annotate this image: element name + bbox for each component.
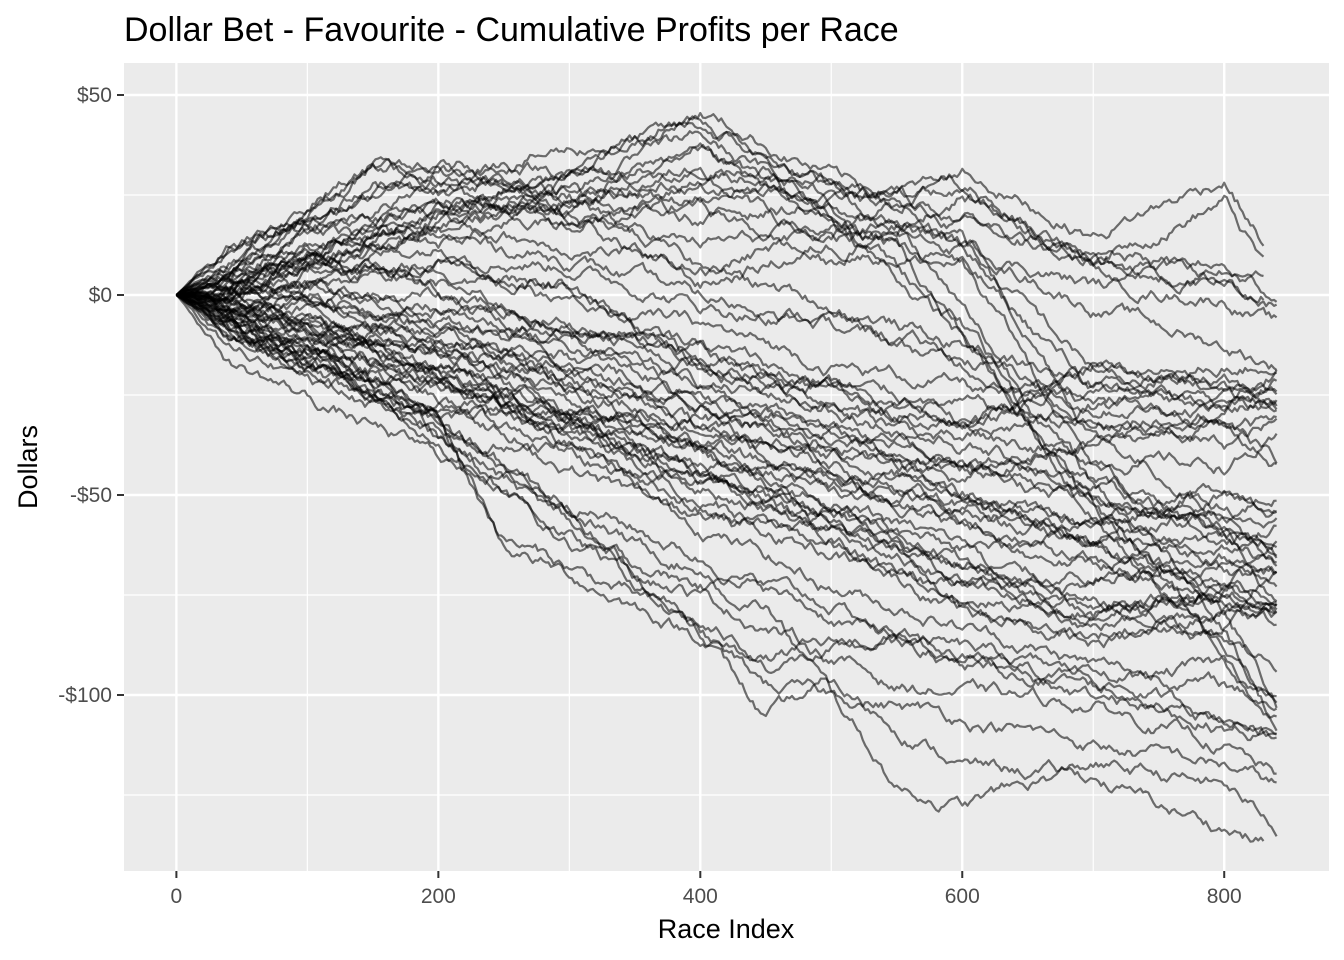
- series-line: [176, 286, 1278, 567]
- series-line: [175, 175, 1278, 303]
- series-line: [176, 229, 1278, 405]
- x-tick-label: 600: [945, 885, 980, 908]
- series-line: [176, 293, 1265, 843]
- series-line: [175, 167, 1278, 308]
- series-line: [175, 294, 1278, 613]
- series-line: [176, 293, 1278, 559]
- series-line: [176, 275, 1277, 527]
- series-line: [175, 121, 1278, 557]
- x-axis-title: Race Index: [658, 914, 795, 944]
- series-line: [176, 292, 1278, 626]
- series-line: [176, 278, 1278, 430]
- y-tick-label: $50: [77, 84, 112, 107]
- series-line: [176, 279, 1278, 549]
- series-line: [175, 161, 1265, 296]
- series-lines: [175, 111, 1278, 843]
- y-tick-label: -$100: [58, 684, 112, 707]
- chart-title: Dollar Bet - Favourite - Cumulative Prof…: [124, 11, 899, 49]
- series-line: [175, 115, 1265, 304]
- series-line: [175, 158, 1278, 709]
- x-tick-label: 400: [683, 885, 718, 908]
- series-line: [176, 293, 1278, 704]
- series-line: [176, 143, 1277, 719]
- series-line: [176, 293, 1278, 474]
- x-tick-labels: 0 200 400 600 800: [171, 885, 1242, 908]
- series-line: [176, 293, 1277, 627]
- series-line: [175, 294, 1278, 837]
- y-tick-label: $0: [89, 284, 112, 307]
- x-tick-label: 0: [171, 885, 183, 908]
- x-tick-label: 800: [1207, 885, 1242, 908]
- series-line: [176, 203, 1278, 408]
- y-tick-label: -$50: [70, 484, 112, 507]
- series-line: [176, 251, 1278, 476]
- y-axis-title: Dollars: [13, 425, 43, 509]
- series-line: [175, 191, 1278, 395]
- x-tick-label: 200: [421, 885, 456, 908]
- series-line: [176, 293, 1278, 673]
- y-tick-labels: $50 $0 -$50 -$100: [58, 84, 112, 707]
- axis-ticks: [117, 94, 1226, 878]
- series-line: [176, 250, 1278, 433]
- series-line: [176, 262, 1278, 529]
- series-line: [176, 285, 1278, 450]
- series-line: [176, 293, 1277, 736]
- series-line: [176, 293, 1277, 442]
- series-line: [175, 294, 1277, 784]
- series-line: [175, 294, 1277, 738]
- series-line: [175, 222, 1278, 393]
